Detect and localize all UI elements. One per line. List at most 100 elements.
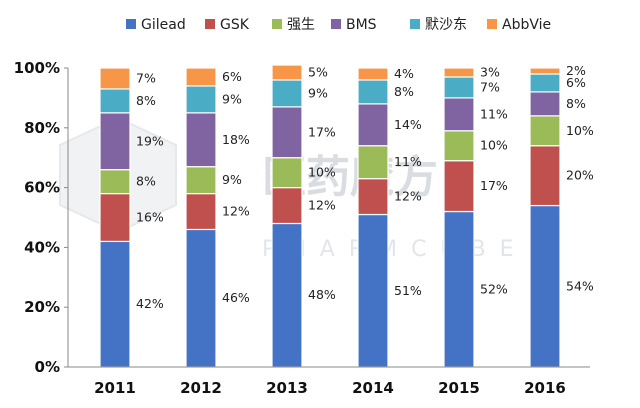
bar-segment [443, 76, 475, 99]
data-label: 11% [394, 154, 422, 169]
data-label: 16% [136, 210, 164, 225]
legend-swatch [410, 19, 420, 29]
legend-swatch [331, 19, 341, 29]
bar-stack [99, 67, 131, 368]
data-label: 3% [480, 64, 500, 79]
data-label: 51% [394, 283, 422, 298]
bar-segment [357, 79, 389, 105]
x-tick-label: 2011 [94, 379, 136, 397]
data-label: 20% [566, 168, 594, 183]
data-label: 5% [308, 64, 328, 79]
bar-segment [185, 85, 217, 114]
bar-segment [99, 88, 131, 114]
data-label: 8% [136, 93, 156, 108]
bar-segment [99, 112, 131, 171]
legend-label: 默沙东 [425, 17, 467, 33]
bar-stack [271, 64, 303, 368]
legend-swatch [487, 19, 497, 29]
x-tick-label: 2012 [180, 379, 222, 397]
bar-segment [185, 112, 217, 168]
data-label: 17% [308, 124, 336, 139]
bar-segment [443, 97, 475, 132]
data-label: 52% [480, 281, 508, 296]
bar-stack [529, 67, 561, 368]
bar-segment [443, 160, 475, 213]
data-label: 9% [308, 85, 328, 100]
data-label: 17% [480, 178, 508, 193]
legend-label: Gilead [141, 17, 186, 33]
bar-segment [357, 213, 389, 368]
bar-segment [185, 67, 217, 87]
bar-segment [185, 166, 217, 195]
bar-stack [357, 67, 389, 368]
legend-item: GSK [205, 17, 250, 33]
bar-segment [185, 192, 217, 231]
bar-segment [99, 192, 131, 243]
bar-segment [271, 79, 303, 108]
data-label: 9% [222, 172, 242, 187]
bar-segment [529, 204, 561, 368]
bar-segment [271, 64, 303, 81]
bar-stack [185, 67, 217, 368]
data-label: 54% [566, 278, 594, 293]
bar-segment [271, 222, 303, 368]
y-axis: 0% 20% 40% 60% 80% 100% [14, 59, 69, 376]
bar-segment [357, 103, 389, 147]
bar-segment [443, 67, 475, 78]
bar-segment [443, 130, 475, 162]
bar-segment [357, 67, 389, 81]
bar-segment [443, 210, 475, 368]
legend-swatch [272, 19, 282, 29]
y-tick-label: 80% [24, 119, 60, 137]
legend-item: Gilead [126, 17, 186, 33]
x-tick-label: 2015 [438, 379, 480, 397]
data-label: 46% [222, 290, 250, 305]
data-label: 11% [480, 106, 508, 121]
legend-label: GSK [220, 17, 250, 33]
data-label: 48% [308, 287, 336, 302]
bar-segment [357, 145, 389, 180]
legend-item: AbbVie [487, 17, 551, 33]
y-tick-label: 40% [24, 238, 60, 256]
data-label: 8% [394, 84, 414, 99]
bar-segment [271, 106, 303, 159]
bar-segment [99, 240, 131, 368]
data-label: 12% [222, 204, 250, 219]
data-label: 18% [222, 132, 250, 147]
legend-label: BMS [346, 17, 377, 33]
data-label: 8% [566, 96, 586, 111]
y-tick-label: 60% [24, 179, 60, 197]
bar-segment [357, 178, 389, 216]
bar-segment [99, 169, 131, 195]
data-label: 10% [308, 165, 336, 180]
y-tick-label: 20% [24, 298, 60, 316]
data-label: 12% [394, 189, 422, 204]
legend-label: 强生 [287, 17, 315, 33]
bar-segment [529, 73, 561, 93]
legend-item: 默沙东 [410, 17, 467, 33]
legend-label: AbbVie [502, 17, 551, 33]
bars [99, 64, 561, 368]
data-label: 10% [566, 123, 594, 138]
data-label: 6% [566, 75, 586, 90]
data-label: 2% [566, 63, 586, 78]
data-label: 19% [136, 133, 164, 148]
data-label: 4% [394, 66, 414, 81]
data-label: 7% [136, 70, 156, 85]
legend-swatch [205, 19, 215, 29]
x-tick-label: 2013 [266, 379, 308, 397]
legend: Gilead GSK 强生 BMS 默沙东 AbbVie [126, 17, 551, 33]
data-label: 8% [136, 174, 156, 189]
bar-segment [529, 115, 561, 147]
data-label: 9% [222, 91, 242, 106]
data-label: 7% [480, 79, 500, 94]
x-tick-label: 2016 [524, 379, 566, 397]
x-axis: 2011 2012 2013 2014 2015 2016 [68, 366, 590, 397]
data-labels: 42% 16% 8% 19% 8% 7% 46% 12% 9% 18% 9% 6% 48% 12% 10% 1… [136, 63, 594, 311]
data-label: 42% [136, 296, 164, 311]
legend-swatch [126, 19, 136, 29]
data-label: 6% [222, 69, 242, 84]
bar-segment [529, 91, 561, 117]
x-tick-label: 2014 [352, 379, 394, 397]
